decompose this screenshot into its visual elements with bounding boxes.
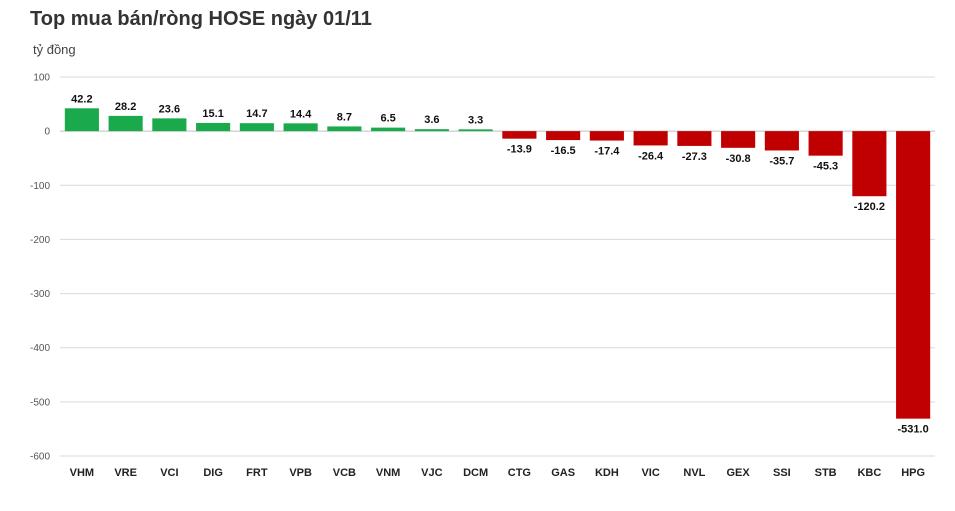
bar-ctg (502, 131, 537, 139)
category-label-ssi: SSI (773, 467, 791, 479)
category-label-vpb: VPB (289, 467, 312, 479)
data-label-vci: 23.6 (159, 103, 180, 115)
bar-gas (546, 131, 581, 141)
category-label-vci: VCI (160, 467, 178, 479)
bars (64, 108, 931, 419)
y-tick-label: -200 (30, 235, 50, 246)
category-label-frt: FRT (246, 467, 268, 479)
bar-kdh (589, 131, 624, 141)
bar-vre (108, 115, 143, 132)
data-label-vjc: 3.6 (424, 114, 439, 126)
data-label-vnm: 6.5 (380, 113, 395, 125)
bar-ssi (764, 131, 799, 151)
bar-hpg (896, 131, 931, 419)
data-label-dig: 15.1 (202, 108, 223, 120)
y-tick-label: 0 (44, 127, 50, 138)
data-label-hpg: -531.0 (898, 424, 929, 436)
bar-stb (808, 131, 843, 156)
data-label-vcb: 8.7 (337, 111, 352, 123)
data-label-gex: -30.8 (726, 153, 751, 165)
data-label-gas: -16.5 (551, 145, 576, 157)
category-label-vcb: VCB (333, 467, 356, 479)
category-label-ctg: CTG (508, 467, 531, 479)
category-label-hpg: HPG (901, 467, 925, 479)
bar-vpb (283, 123, 318, 132)
category-label-gas: GAS (551, 467, 575, 479)
bar-vci (152, 118, 187, 132)
data-label-vpb: 14.4 (290, 108, 312, 120)
bar-vnm (371, 127, 406, 132)
bar-nvl (677, 131, 712, 146)
data-label-stb: -45.3 (813, 161, 838, 173)
data-label-nvl: -27.3 (682, 151, 707, 163)
data-label-kbc: -120.2 (854, 201, 885, 213)
category-labels: VHM VRE VCI DIG FRT VPB VCB VNM VJC DCM CTG GAS KDH V… (70, 467, 925, 479)
category-label-kbc: KBC (857, 467, 881, 479)
data-label-kdh: -17.4 (594, 146, 620, 158)
category-label-vnm: VNM (376, 467, 400, 479)
category-label-vhm: VHM (70, 467, 94, 479)
category-label-dig: DIG (203, 467, 223, 479)
y-tick-label: 100 (33, 73, 50, 84)
y-tick-label: -400 (30, 343, 50, 354)
bar-vcb (327, 126, 362, 132)
category-label-vre: VRE (114, 467, 137, 479)
category-label-stb: STB (815, 467, 837, 479)
bar-dig (196, 122, 231, 132)
category-label-vic: VIC (641, 467, 659, 479)
category-label-gex: GEX (727, 467, 751, 479)
data-label-ctg: -13.9 (507, 144, 532, 156)
category-label-nvl: NVL (683, 467, 705, 479)
data-label-frt: 14.7 (246, 108, 267, 120)
y-tick-label: -300 (30, 289, 50, 300)
gridlines (60, 76, 935, 457)
y-axis-ticks: 100 0 -100 -200 -300 -400 -500 -600 (30, 73, 50, 463)
data-label-vic: -26.4 (638, 150, 664, 162)
data-label-dcm: 3.3 (468, 114, 483, 126)
data-label-ssi: -35.7 (769, 155, 794, 167)
y-tick-label: -600 (30, 452, 50, 463)
category-label-dcm: DCM (463, 467, 488, 479)
data-labels: 42.2 28.2 23.6 15.1 14.7 14.4 8.7 6.5 3.6 3.3 -13.… (71, 93, 929, 435)
y-tick-label: -100 (30, 181, 50, 192)
y-axis-unit-label: tỷ đồng (33, 42, 76, 57)
bar-frt (239, 123, 274, 132)
bar-vic (633, 131, 668, 146)
bar-vhm (64, 108, 99, 132)
data-label-vre: 28.2 (115, 101, 136, 113)
data-label-vhm: 42.2 (71, 93, 92, 105)
category-label-vjc: VJC (421, 467, 442, 479)
y-tick-label: -500 (30, 397, 50, 408)
bar-dcm (458, 129, 493, 132)
bar-vjc (414, 129, 449, 132)
bar-kbc (852, 131, 887, 197)
category-label-kdh: KDH (595, 467, 619, 479)
bar-gex (721, 131, 756, 148)
chart-title: Top mua bán/ròng HOSE ngày 01/11 (30, 8, 372, 30)
